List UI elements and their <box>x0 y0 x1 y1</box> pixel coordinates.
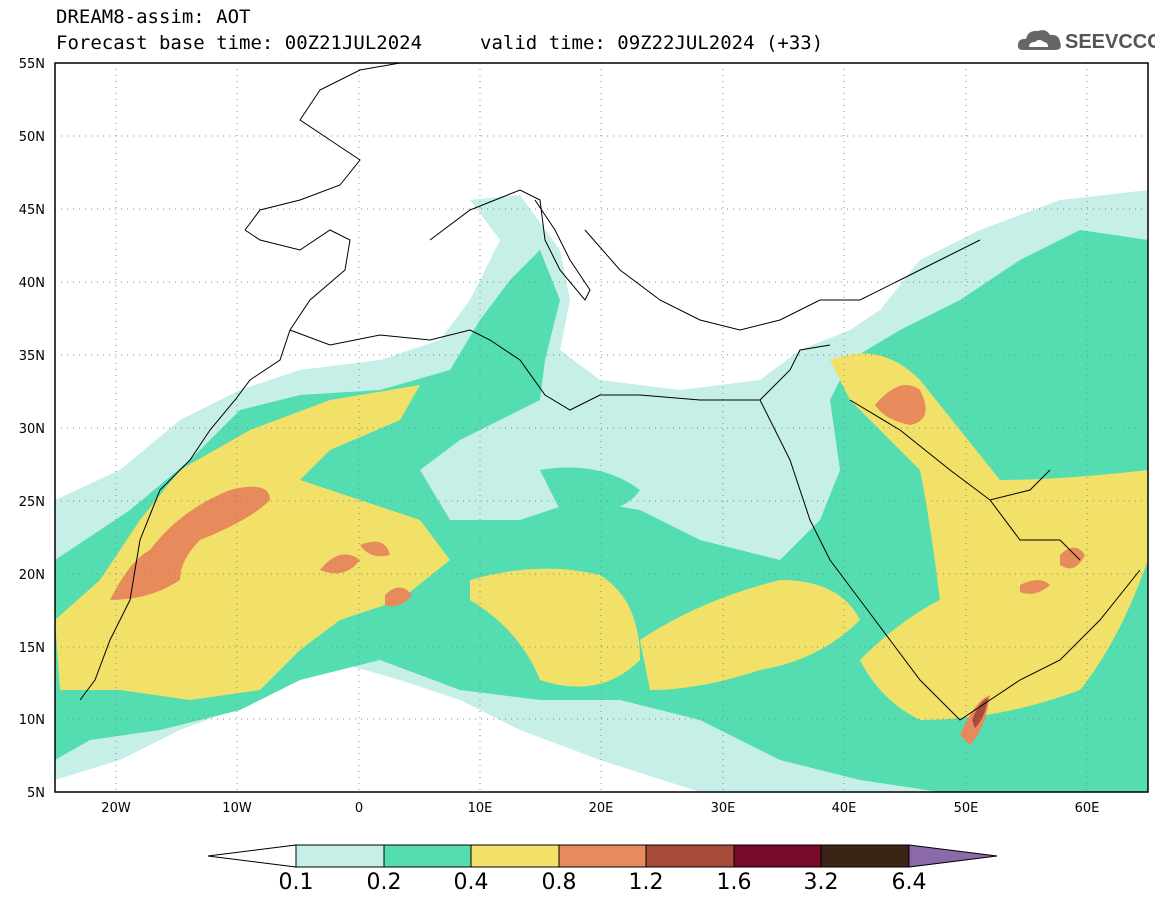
lat-label: 30N <box>19 422 45 437</box>
aot-band-0.8 <box>875 385 926 425</box>
colorbar-segment <box>383 844 472 868</box>
aot-band-0.8 <box>1020 580 1050 594</box>
logo-text: SEEVCCC <box>1065 31 1155 53</box>
lat-label: 55N <box>19 57 45 72</box>
aot-band-0.8 <box>320 554 360 574</box>
cloud-icon: SEEVCCC <box>1017 30 1162 53</box>
lon-labels: 20W 10W 0 10E 20E 30E 40E 50E 60E <box>101 801 1099 816</box>
valid-time: valid time: 09Z22JUL2024 (+33) <box>480 32 824 54</box>
colorbar-label: 1.6 <box>716 870 752 895</box>
lon-label: 10W <box>222 801 252 816</box>
aot-band-1.2 <box>972 698 988 728</box>
map-title: DREAM8-assim: AOT <box>56 6 251 28</box>
lon-label: 0 <box>355 801 363 816</box>
lon-label: 20W <box>101 801 131 816</box>
lat-label: 5N <box>27 786 45 801</box>
aot-band-0.8 <box>110 486 270 600</box>
colorbar-label: 0.8 <box>541 870 577 895</box>
lat-label: 50N <box>19 130 45 145</box>
lon-label: 60E <box>1075 801 1100 816</box>
lat-label: 25N <box>19 495 45 510</box>
colorbar-segment <box>645 844 735 868</box>
colorbar-segment <box>295 844 385 868</box>
aot-band-0.8 <box>360 541 390 557</box>
colorbar <box>207 844 998 868</box>
lat-labels: 55N 50N 45N 40N 35N 30N 25N 20N 15N 10N … <box>19 57 45 801</box>
lon-label: 10E <box>468 801 493 816</box>
lon-label: 30E <box>711 801 736 816</box>
colorbar-label: 6.4 <box>891 870 927 895</box>
colorbar-label: 0.4 <box>453 870 489 895</box>
colorbar-segment <box>820 844 910 868</box>
colorbar-label: 1.2 <box>628 870 664 895</box>
colorbar-segment-high <box>908 844 998 868</box>
lat-label: 20N <box>19 568 45 583</box>
lat-label: 15N <box>19 641 45 656</box>
colorbar-segment <box>558 844 647 868</box>
forecast-base-time: Forecast base time: 00Z21JUL2024 <box>56 32 423 54</box>
colorbar-label: 3.2 <box>803 870 839 895</box>
lon-label: 20E <box>589 801 614 816</box>
coastlines <box>79 63 1141 721</box>
colorbar-segment <box>733 844 822 868</box>
lon-label: 50E <box>954 801 979 816</box>
colorbar-label: 0.1 <box>278 870 314 895</box>
aot-band-0.4 <box>830 353 1148 720</box>
colorbar-label: 0.2 <box>366 870 402 895</box>
lat-lon-grid <box>55 63 1148 792</box>
map-frame <box>54 62 1149 793</box>
lon-label: 40E <box>832 801 857 816</box>
lat-label: 10N <box>19 713 45 728</box>
aot-band-0.8 <box>385 587 412 607</box>
aot-band-0.4 <box>55 385 450 700</box>
aot-band-0.4 <box>470 568 640 687</box>
lat-label: 40N <box>19 276 45 291</box>
aot-band-0.4 <box>640 580 860 690</box>
lat-label: 35N <box>19 349 45 364</box>
colorbar-segment <box>470 844 560 868</box>
seevccc-logo: SEEVCCC <box>1015 20 1162 60</box>
aot-band-0.8 <box>1060 547 1085 569</box>
colorbar-segment-low <box>207 844 297 868</box>
lat-label: 45N <box>19 203 45 218</box>
